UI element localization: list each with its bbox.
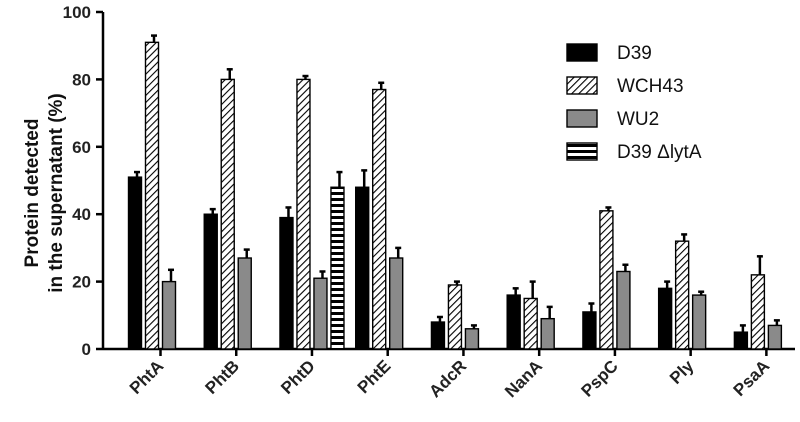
bar-solid-gray — [237, 257, 252, 350]
x-tick-label: Ply — [666, 356, 698, 388]
bar-solid-gray — [313, 277, 328, 350]
bar-solid-gray — [691, 294, 707, 350]
legend-label: D39 — [617, 43, 652, 64]
bar-solid-black — [203, 213, 218, 350]
bar-solid-gray — [464, 328, 480, 350]
legend-label: WCH43 — [617, 76, 684, 97]
bar-solid-gray — [389, 257, 404, 350]
bar-hatched — [144, 41, 160, 350]
bar-solid-gray — [616, 270, 631, 350]
bar-horizontal-stripes — [330, 186, 345, 350]
legend-swatch — [566, 109, 598, 128]
bar-solid-black — [733, 331, 749, 350]
x-tick-labels: PhtA PhtB PhtD PhtE AdcR NanA PspC Ply PsaA — [126, 349, 773, 401]
x-tick-label: PhtD — [277, 356, 318, 397]
y-tick-label: 60 — [72, 138, 91, 157]
x-tick-label: PhtA — [126, 356, 167, 397]
x-tick-label: AdcR — [425, 356, 470, 401]
y-tick-label: 20 — [72, 273, 91, 292]
bar-solid-gray — [540, 317, 555, 350]
legend-swatch — [566, 142, 598, 161]
y-tick-label: 40 — [72, 205, 91, 224]
bar-hatched — [447, 284, 463, 350]
bar-solid-black — [430, 321, 446, 350]
bar-solid-black — [506, 294, 521, 350]
x-tick-label: PhtB — [202, 356, 243, 397]
y-tick-label: 100 — [63, 3, 91, 22]
legend-label: WU2 — [617, 109, 659, 130]
legend-swatch — [566, 43, 598, 62]
y-tick-label: 0 — [82, 340, 91, 359]
bar-solid-gray — [161, 280, 177, 350]
y-axis-label-line2: in the supernatant (%) — [46, 93, 67, 293]
bar-hatched — [220, 78, 235, 350]
bar-solid-black — [582, 311, 597, 350]
bar-hatched — [750, 274, 766, 350]
bar-solid-gray — [767, 324, 783, 350]
x-tick-label: PhtE — [354, 356, 395, 397]
x-tick-label: PspC — [578, 356, 622, 400]
legend-swatch — [566, 76, 598, 95]
bar-solid-black — [279, 216, 294, 350]
x-tick-label: NanA — [501, 356, 546, 401]
bar-solid-black — [127, 176, 143, 350]
legend: D39 WCH43 WU2 D39 ΔlytA — [566, 43, 702, 163]
y-tick-label: 80 — [72, 70, 91, 89]
bars — [127, 34, 783, 350]
bar-hatched — [674, 240, 690, 350]
bar-hatched — [296, 78, 311, 350]
bar-solid-black — [657, 287, 673, 350]
x-tick-label: PsaA — [730, 356, 774, 400]
bar-solid-black — [355, 186, 370, 350]
y-axis-label-line1: Protein detected — [22, 119, 43, 268]
bar-hatched — [599, 210, 614, 350]
bar-hatched — [523, 297, 538, 350]
legend-label: D39 ΔlytA — [617, 142, 702, 163]
bar-hatched — [372, 88, 387, 350]
